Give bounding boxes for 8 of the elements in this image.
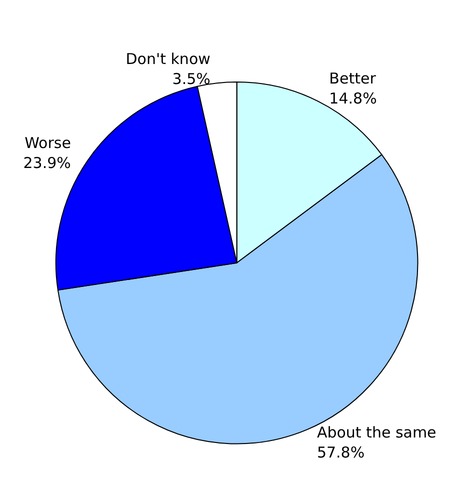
data-label: 23.9%: [23, 154, 71, 172]
slice-label: Worse: [24, 134, 71, 152]
slice-label: Better: [329, 70, 377, 88]
slice-label: About the same: [316, 424, 436, 442]
slice-label: Don't know: [126, 50, 210, 68]
data-label: 3.5%: [172, 70, 210, 88]
data-label: 57.8%: [316, 444, 365, 462]
data-label: 14.8%: [329, 90, 377, 108]
